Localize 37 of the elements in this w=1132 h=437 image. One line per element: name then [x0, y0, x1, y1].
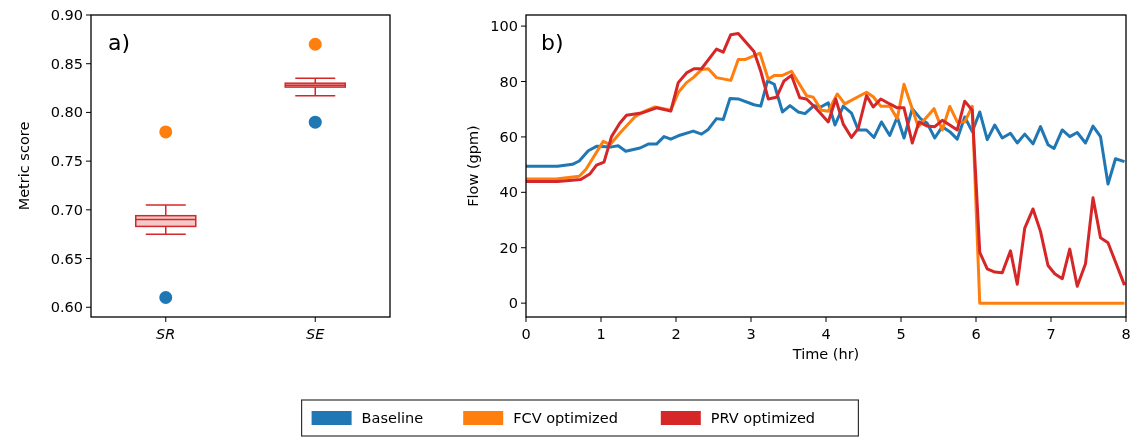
y-tick-label: 0.60	[50, 299, 83, 316]
y-tick-label: 0.70	[50, 201, 83, 218]
x-axis-title: Time (hr)	[791, 346, 860, 362]
x-tick-label: 7	[1046, 326, 1056, 342]
point	[159, 291, 173, 305]
legend-label: FCV optimized	[513, 410, 618, 427]
y-tick-label: 100	[490, 18, 518, 35]
x-tick-label: 8	[1121, 326, 1131, 342]
x-tick-label: SE	[306, 326, 326, 342]
y-tick-label: 0.80	[50, 104, 83, 121]
annotation: a)	[108, 30, 131, 55]
y-tick-label: 0.75	[50, 153, 83, 170]
x-tick-label: 4	[821, 326, 831, 342]
y-axis-title: Flow (gpm)	[465, 125, 481, 207]
y-tick-label: 0.85	[50, 55, 83, 72]
y-tick-label: 60	[499, 128, 518, 145]
y-tick-label: 0.90	[50, 7, 83, 24]
x-tick-label: 3	[746, 326, 756, 342]
y-tick-label: 0	[508, 295, 518, 312]
x-tick-label: SR	[156, 326, 176, 342]
x-tick-label: 6	[971, 326, 981, 342]
y-tick-label: 0.65	[50, 250, 83, 267]
annotation: b)	[541, 30, 564, 55]
legend-label: Baseline	[361, 410, 424, 427]
point	[308, 115, 322, 129]
y-tick-label: 40	[499, 184, 518, 201]
x-tick-label: 1	[596, 326, 606, 342]
x-tick-label: 2	[671, 326, 681, 342]
y-tick-label: 80	[499, 73, 518, 90]
x-tick-label: 5	[896, 326, 906, 342]
legend-label: PRV optimized	[710, 410, 816, 427]
point	[159, 125, 173, 139]
y-tick-label: 20	[499, 239, 518, 256]
point	[308, 37, 322, 51]
line-series	[524, 79, 1126, 186]
x-tick-label: 0	[521, 326, 531, 342]
y-axis-title: Metric score	[16, 121, 32, 211]
